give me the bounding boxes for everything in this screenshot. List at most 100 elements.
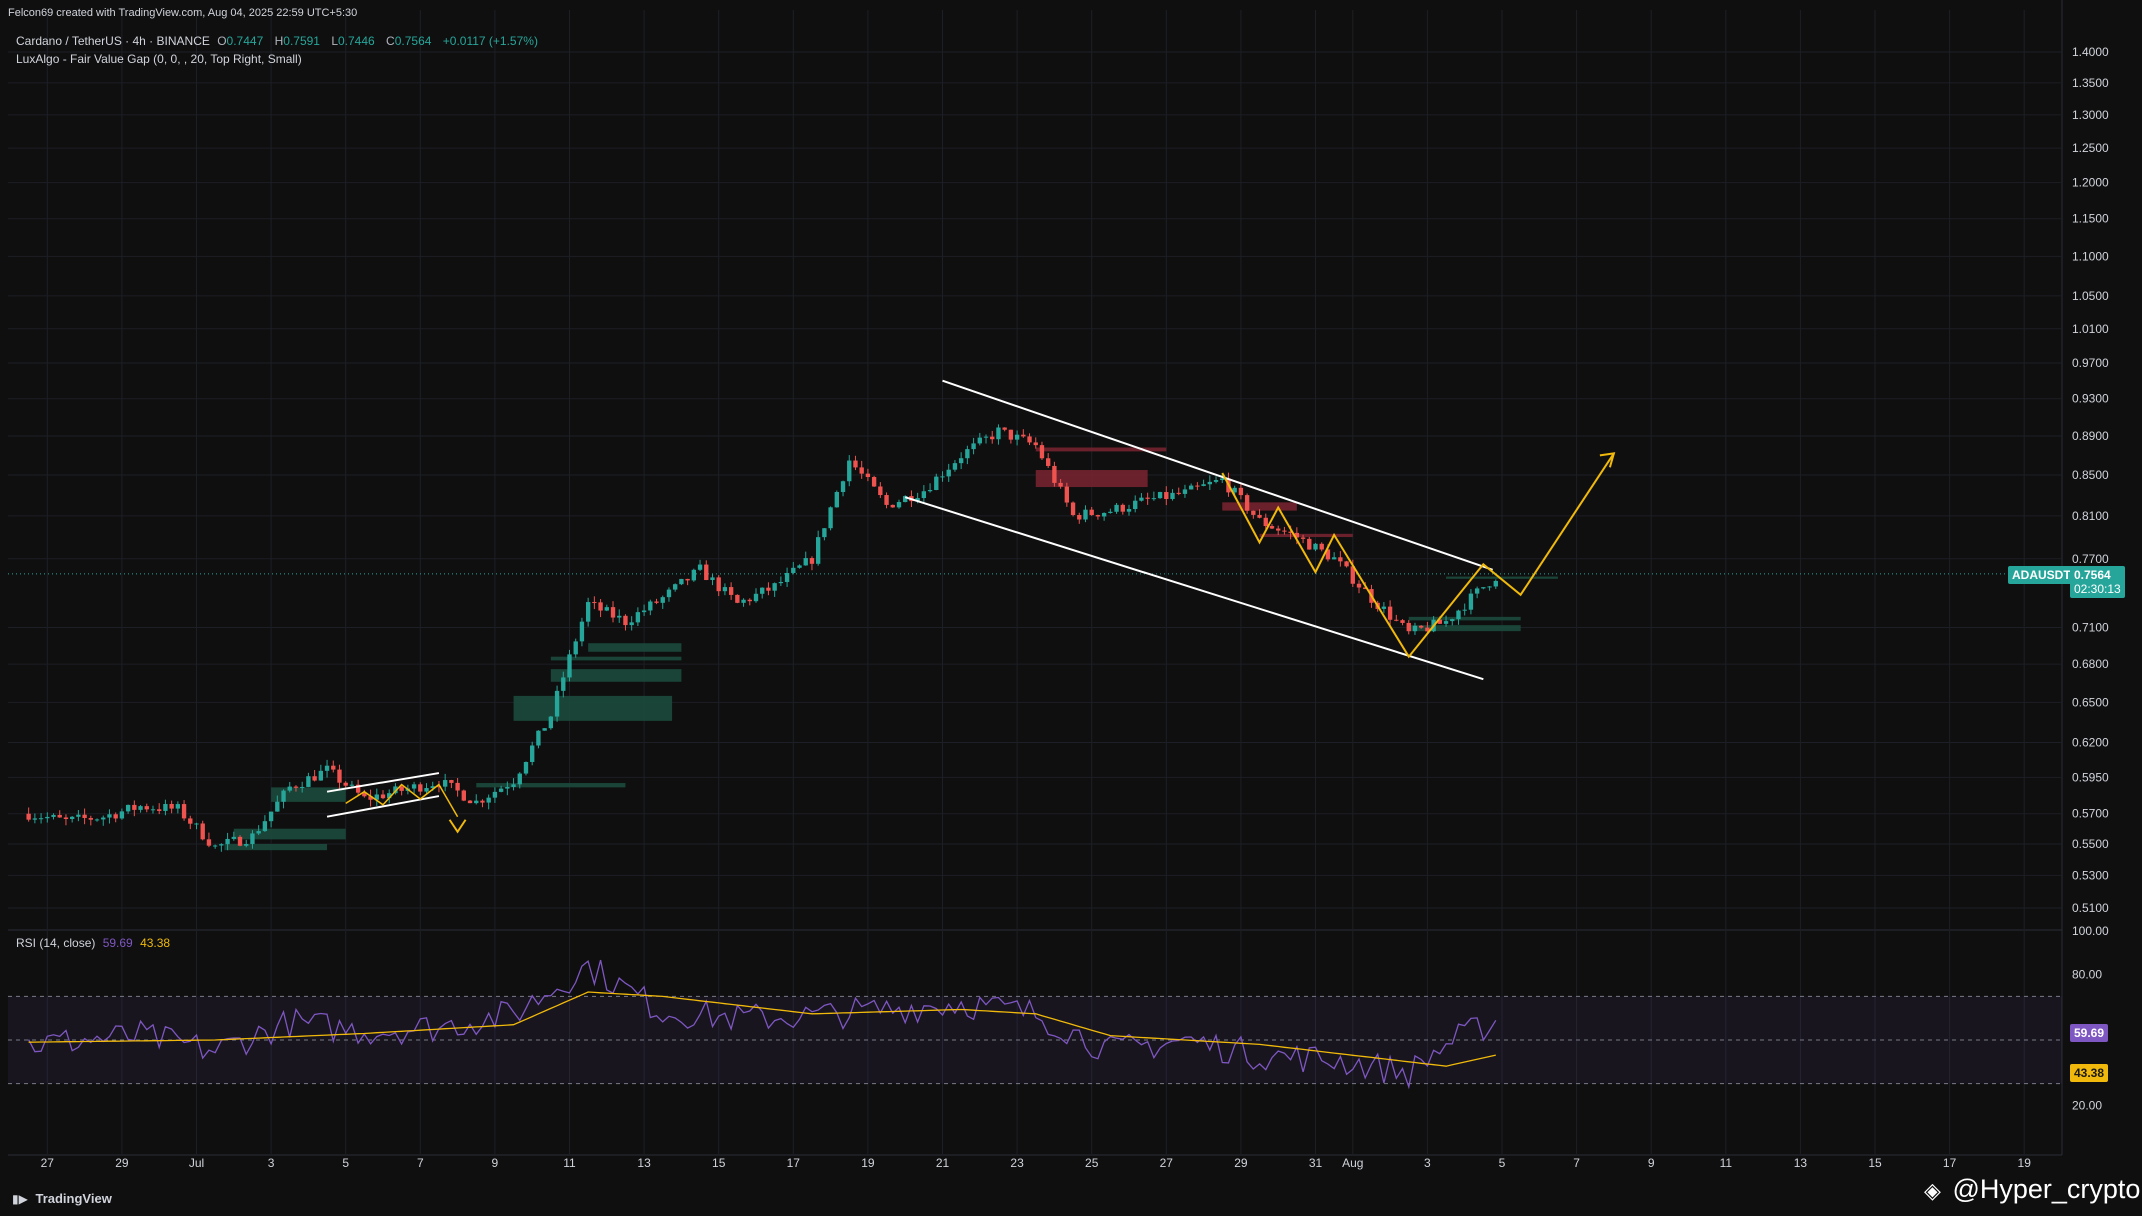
candle-body	[38, 818, 44, 820]
candle-body	[51, 814, 56, 817]
fvg-zone	[550, 656, 682, 661]
candle-body	[946, 469, 951, 477]
candle-body	[1474, 588, 1480, 594]
candle-body	[1008, 429, 1014, 440]
time-tick-label: 13	[1794, 1156, 1808, 1170]
candle-body	[1213, 480, 1219, 482]
candle-body	[343, 782, 348, 786]
fvg-zone	[1035, 447, 1167, 452]
rsi-legend[interactable]: RSI (14, close) 59.69 43.38	[16, 936, 174, 950]
candle-body	[654, 601, 659, 603]
candle-body	[1220, 478, 1225, 481]
candle-body	[76, 814, 81, 817]
candle-body	[107, 814, 112, 818]
candle-body	[293, 786, 299, 788]
symbol-title[interactable]: Cardano / TetherUS · 4h · BINANCE	[16, 34, 210, 48]
time-tick-label: 17	[787, 1156, 801, 1170]
candle-body	[990, 436, 995, 440]
candle-body	[878, 486, 883, 496]
candle-body	[641, 610, 647, 613]
candle-body	[368, 796, 373, 800]
low-label: L	[331, 34, 338, 48]
candle-body	[231, 836, 236, 839]
candle-body	[244, 844, 249, 846]
symbol-price-badge[interactable]: ADAUSDT	[2008, 566, 2075, 584]
candle-body	[225, 838, 230, 845]
candle-body	[486, 797, 491, 803]
candle-body	[1176, 492, 1181, 494]
candle-body	[542, 728, 547, 731]
candle-body	[442, 780, 448, 787]
watermark-text: @Hyper_crypto	[1952, 1174, 2141, 1204]
price-tick-label: 0.7100	[2072, 621, 2109, 635]
candles	[26, 424, 1498, 852]
candle-body	[1288, 531, 1293, 533]
price-tick-label: 1.0100	[2072, 322, 2109, 336]
candle-body	[853, 460, 858, 468]
candle-body	[1027, 436, 1032, 443]
candle-body	[965, 449, 970, 459]
candle-body	[685, 578, 690, 581]
candle-body	[1381, 606, 1387, 609]
fvg-zone	[1408, 625, 1521, 632]
candle-body	[927, 489, 933, 492]
price-tick-label: 1.1500	[2072, 212, 2109, 226]
candle-body	[1344, 561, 1349, 567]
price-tick-label: 0.6800	[2072, 657, 2109, 671]
candle-body	[1456, 610, 1461, 620]
time-tick-label: 27	[41, 1156, 55, 1170]
candle-body	[1188, 485, 1194, 490]
candle-body	[958, 458, 964, 464]
candle-body	[57, 814, 62, 818]
candle-body	[1021, 434, 1026, 437]
candle-body	[150, 809, 156, 811]
indicator-legend[interactable]: LuxAlgo - Fair Value Gap (0, 0, , 20, To…	[16, 52, 302, 66]
candle-body	[318, 770, 324, 781]
candle-body	[871, 477, 877, 487]
tradingview-logo[interactable]: ▮▶ TradingView	[12, 1191, 116, 1206]
candle-body	[567, 654, 572, 678]
candle-body	[1014, 434, 1020, 440]
time-tick-label: 3	[268, 1156, 275, 1170]
candle-body	[138, 806, 143, 810]
candle-body	[1101, 512, 1107, 517]
price-tick-label: 0.5950	[2072, 770, 2109, 784]
price-tick-label: 0.5100	[2072, 901, 2109, 915]
candle-body	[212, 845, 218, 847]
candle-body	[262, 821, 268, 832]
price-tick-label: 1.2000	[2072, 176, 2109, 190]
candle-body	[772, 583, 777, 591]
last-price-badge[interactable]: 0.7564 02:30:13	[2070, 566, 2125, 598]
candle-body	[704, 564, 709, 581]
candle-body	[181, 804, 187, 819]
candle-body	[1083, 509, 1088, 520]
time-tick-label: 7	[1573, 1156, 1580, 1170]
candle-body	[865, 473, 871, 478]
time-tick-label: 19	[2018, 1156, 2032, 1170]
time-tick-label: 19	[861, 1156, 875, 1170]
price-tick-label: 0.8100	[2072, 509, 2109, 523]
candle-body	[1002, 427, 1007, 430]
price-tick-label: 1.3500	[2072, 76, 2109, 90]
candle-body	[300, 786, 305, 788]
candle-body	[492, 791, 498, 798]
candle-body	[1363, 587, 1368, 590]
time-tick-label: 5	[342, 1156, 349, 1170]
time-tick-label: 5	[1499, 1156, 1506, 1170]
drawings	[326, 379, 1616, 834]
candle-body	[119, 811, 125, 819]
candle-body	[1195, 485, 1200, 487]
candle-body	[766, 587, 771, 591]
candle-body	[374, 794, 379, 800]
candle-body	[1145, 497, 1150, 499]
candle-body	[1039, 445, 1045, 459]
fvg-zone	[1259, 533, 1353, 538]
price-tick-label: 0.5700	[2072, 807, 2109, 821]
candle-body	[331, 765, 336, 770]
time-tick-label: 9	[1648, 1156, 1655, 1170]
candle-body	[1257, 514, 1262, 518]
candle-countdown: 02:30:13	[2074, 582, 2121, 596]
candle-body	[1120, 504, 1125, 512]
candle-body	[163, 803, 168, 811]
